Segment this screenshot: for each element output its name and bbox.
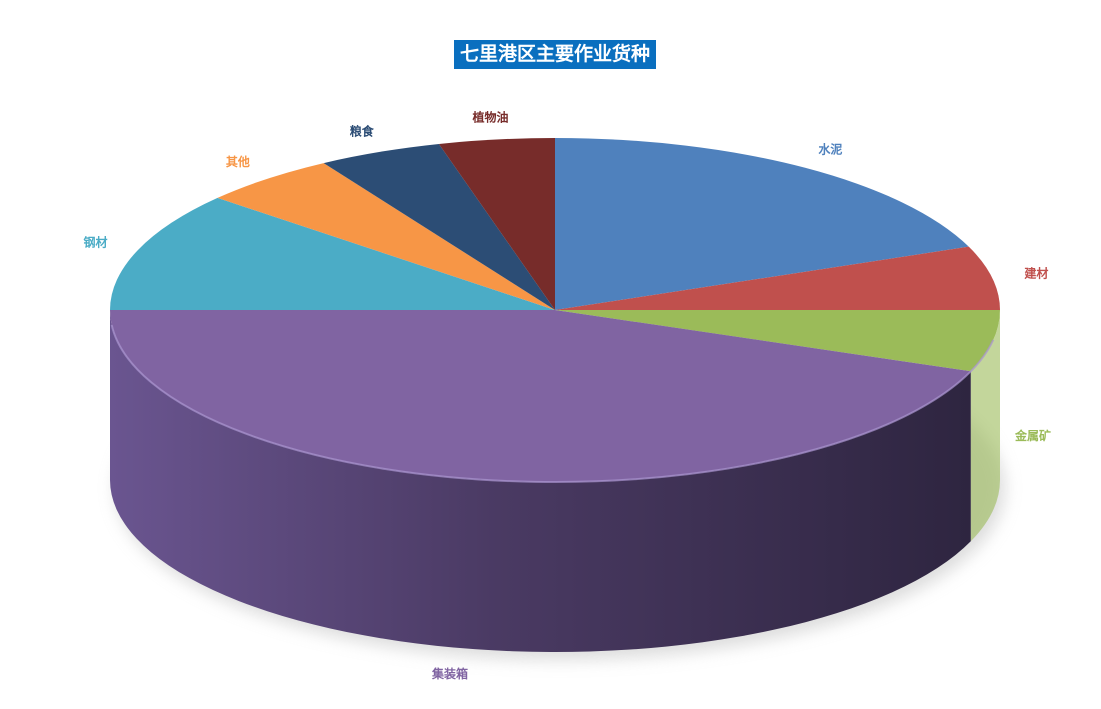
data-label: 建材 xyxy=(1023,266,1048,281)
data-label: 其他 xyxy=(226,154,250,169)
data-label: 水泥 xyxy=(818,142,842,157)
rim-highlight xyxy=(110,324,995,483)
slice-1[interactable] xyxy=(555,246,1000,310)
slice-0[interactable] xyxy=(555,138,969,310)
data-label: 粮食 xyxy=(350,124,375,139)
slice-5[interactable] xyxy=(217,163,556,310)
data-label: 钢材 xyxy=(84,235,108,250)
chart-title: 七里港区主要作业货种 xyxy=(454,40,657,69)
slice-7[interactable] xyxy=(438,138,555,310)
slice-4[interactable] xyxy=(110,197,555,310)
data-label: 金属矿 xyxy=(1014,428,1051,443)
data-label: 集装箱 xyxy=(431,666,468,681)
data-label: 植物油 xyxy=(472,110,509,125)
slice-side-2 xyxy=(970,310,1000,542)
slice-6[interactable] xyxy=(323,143,555,310)
slice-3[interactable] xyxy=(110,310,971,482)
slice-side-3 xyxy=(110,310,971,652)
slice-2[interactable] xyxy=(555,310,1000,372)
